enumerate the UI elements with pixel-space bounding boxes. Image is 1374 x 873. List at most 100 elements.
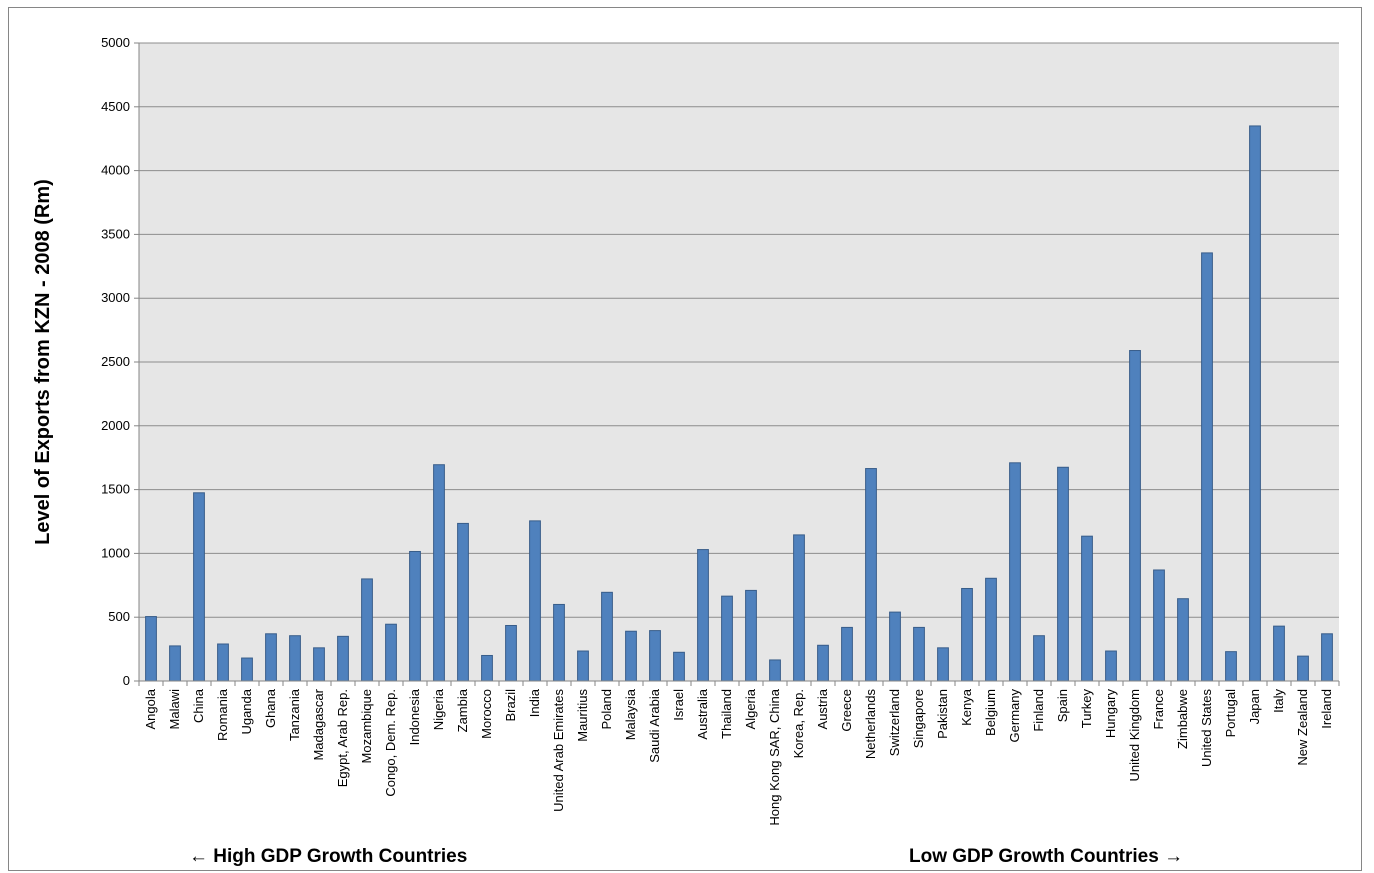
bar-ireland xyxy=(1321,633,1333,682)
bar-finland xyxy=(1033,635,1045,682)
bar-mozambique xyxy=(361,578,373,682)
x-tick-label: Hungary xyxy=(1103,689,1118,739)
bar-united-states xyxy=(1201,252,1213,682)
y-tick-label: 4500 xyxy=(101,99,130,114)
x-tick-label: Ireland xyxy=(1319,689,1334,729)
y-tick-label: 5000 xyxy=(101,35,130,50)
bar-uganda xyxy=(241,657,253,682)
x-tick-label: Switzerland xyxy=(887,689,902,756)
x-tick-label: Japan xyxy=(1247,689,1262,724)
x-tick-label: Kenya xyxy=(959,688,974,726)
x-tick-label: United Kingdom xyxy=(1127,689,1142,782)
bar-thailand xyxy=(721,595,733,682)
bar-madagascar xyxy=(313,647,325,682)
x-tick-label: Portugal xyxy=(1223,689,1238,738)
bar-australia xyxy=(697,549,709,682)
bar-angola xyxy=(145,616,157,682)
bar-korea-rep xyxy=(793,534,805,682)
y-tick-label: 2000 xyxy=(101,418,130,433)
bar-nigeria xyxy=(433,464,445,682)
bar-mauritius xyxy=(577,650,589,682)
bar-kenya xyxy=(961,587,973,682)
bar-switzerland xyxy=(889,611,901,682)
bar-brazil xyxy=(505,624,517,682)
gridlines xyxy=(139,42,1339,618)
bar-singapore xyxy=(913,626,925,682)
y-tick-label: 2500 xyxy=(101,354,130,369)
x-tick-label: Zimbabwe xyxy=(1175,689,1190,749)
bar-romania xyxy=(217,643,229,682)
bar-india xyxy=(529,520,541,682)
bar-chart: 0 500 1000 1500 2000 2500 3000 3500 4000 4500 5000… xyxy=(32,35,1340,867)
y-tick-label: 500 xyxy=(108,609,130,624)
bar-israel xyxy=(673,651,685,682)
x-tick-labels: Angola Malawi China Romania Uganda Ghana Tanza… xyxy=(138,681,1340,826)
y-tick-label: 4000 xyxy=(101,163,130,178)
y-tick-label: 1000 xyxy=(101,545,130,560)
bar-germany xyxy=(1009,462,1021,682)
bar-algeria xyxy=(745,589,757,682)
x-tick-label: Egypt, Arab Rep. xyxy=(335,689,350,787)
x-tick-label: Madagascar xyxy=(311,688,326,760)
x-tick-label: Italy xyxy=(1271,689,1286,713)
bar-netherlands xyxy=(865,468,877,682)
x-tick-label: New Zealand xyxy=(1295,689,1310,766)
x-tick-label: Pakistan xyxy=(935,689,950,739)
x-tick-label: Poland xyxy=(599,689,614,729)
x-tick-label: Mauritius xyxy=(575,689,590,742)
x-tick-label: Nigeria xyxy=(431,688,446,730)
x-tick-label: Congo, Dem. Rep. xyxy=(383,689,398,797)
x-tick-label: Australia xyxy=(695,688,710,739)
x-tick-label: Austria xyxy=(815,688,830,729)
x-tick-label: Israel xyxy=(671,689,686,721)
x-tick-label: Malaysia xyxy=(623,688,638,740)
bar-saudi-arabia xyxy=(649,630,661,682)
x-tick-label: India xyxy=(527,688,542,717)
bar-ghana xyxy=(265,633,277,682)
bar-tanzania xyxy=(289,635,301,682)
bar-turkey xyxy=(1081,535,1093,682)
x-tick-label: Thailand xyxy=(719,689,734,739)
x-tick-label: Brazil xyxy=(503,689,518,722)
bar-malaysia xyxy=(625,630,637,682)
bar-greece xyxy=(841,626,853,682)
x-tick-label: Mozambique xyxy=(359,689,374,763)
x-tick-label: Malawi xyxy=(167,689,182,730)
x-tick-label: France xyxy=(1151,689,1166,729)
x-tick-label: Turkey xyxy=(1079,689,1094,729)
bar-indonesia xyxy=(409,550,421,682)
bar-france xyxy=(1153,569,1165,682)
bar-malawi xyxy=(169,645,181,682)
bar-china xyxy=(193,492,205,682)
annotation-high-growth: ← High GDP Growth Countries xyxy=(189,846,467,867)
bar-portugal xyxy=(1225,651,1237,682)
x-tick-label: Zambia xyxy=(455,688,470,732)
y-axis-label: Level of Exports from KZN - 2008 (Rm) xyxy=(32,179,54,545)
x-tick-label: Tanzania xyxy=(287,688,302,741)
x-tick-label: Angola xyxy=(143,688,158,729)
bar-new-zealand xyxy=(1297,655,1309,682)
bar-belgium xyxy=(985,577,997,682)
x-tick-label: Romania xyxy=(215,688,230,741)
x-tick-label: Netherlands xyxy=(863,689,878,760)
x-tick-label: Greece xyxy=(839,689,854,732)
annotation-low-growth: Low GDP Growth Countries → xyxy=(909,846,1183,867)
bar-morocco xyxy=(481,654,493,682)
bar-poland xyxy=(601,591,613,682)
x-tick-label: Uganda xyxy=(239,688,254,734)
bar-zambia xyxy=(457,522,469,682)
x-tick-label: Belgium xyxy=(983,689,998,736)
x-tick-label: Saudi Arabia xyxy=(647,688,662,762)
chart-frame: 0 500 1000 1500 2000 2500 3000 3500 4000 4500 5000… xyxy=(8,7,1362,871)
x-tick-label: Singapore xyxy=(911,689,926,748)
bar-united-arab-emirates xyxy=(553,603,565,682)
y-tick-label: 3500 xyxy=(101,226,130,241)
bar-japan xyxy=(1249,125,1261,682)
y-tick-label: 1500 xyxy=(101,482,130,497)
x-tick-label: Finland xyxy=(1031,689,1046,732)
x-tick-label: United States xyxy=(1199,689,1214,768)
x-tick-label: Ghana xyxy=(263,688,278,728)
y-tick-label: 3000 xyxy=(101,290,130,305)
bar-pakistan xyxy=(937,647,949,682)
x-tick-label: Hong Kong SAR, China xyxy=(767,688,782,825)
